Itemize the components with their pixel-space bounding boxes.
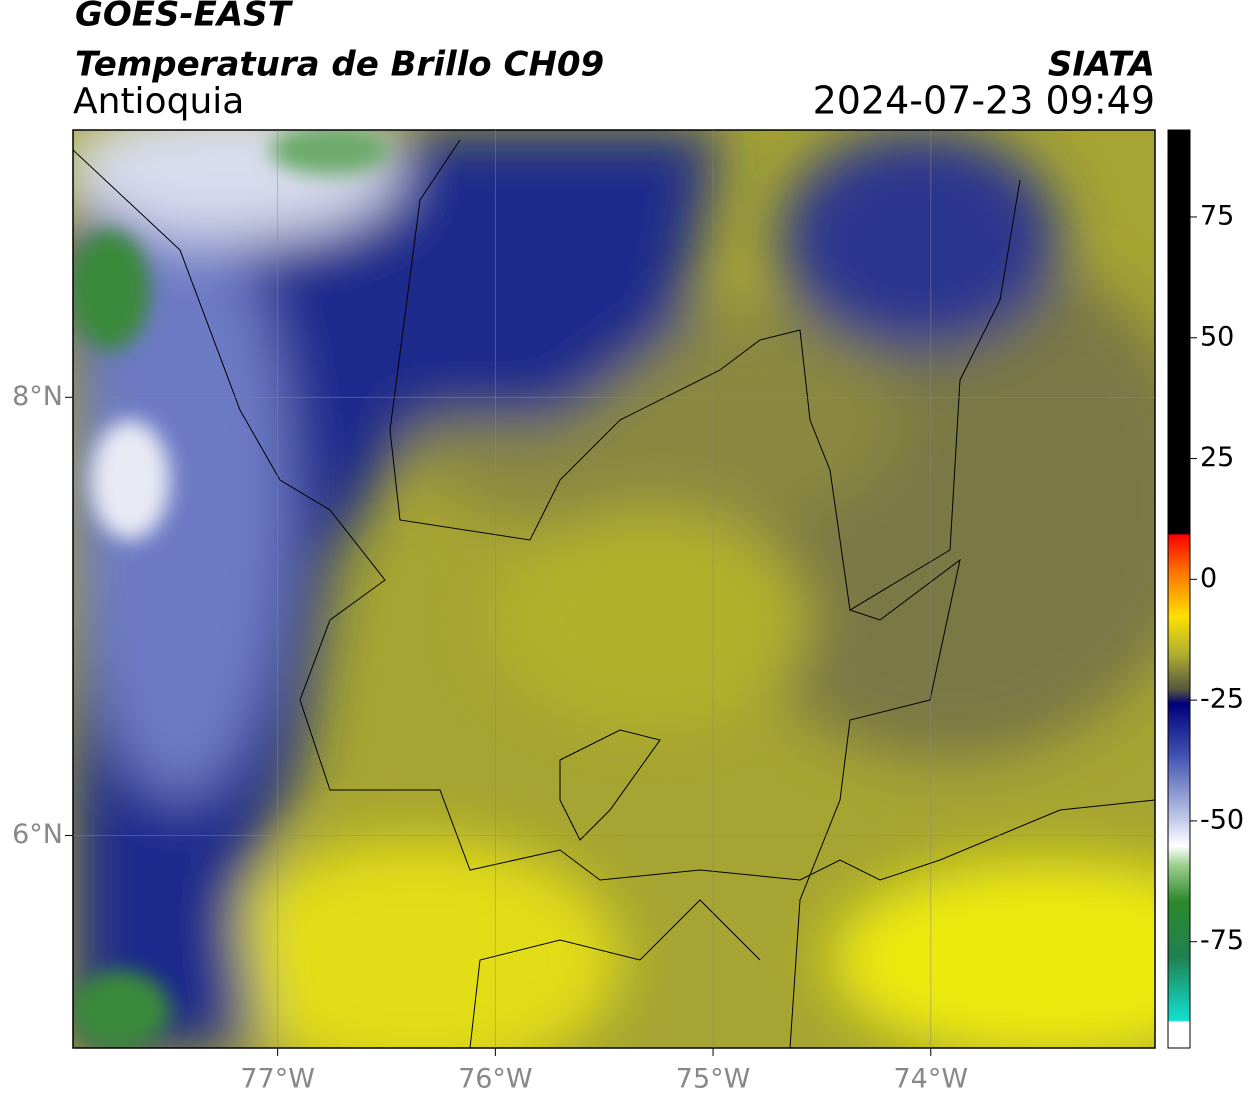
colorbar-tick-label: -25 [1200, 684, 1244, 715]
colorbar-tick-label: 50 [1200, 321, 1234, 352]
lat-tick-label: 6°N [12, 819, 63, 850]
title: GOES-EAST [75, 0, 294, 35]
datetime: 2024-07-23 09:49 [813, 79, 1155, 123]
lon-tick-label: 74°W [893, 1064, 968, 1095]
region: Antioquia [73, 81, 244, 122]
lon-tick-label: 75°W [676, 1064, 751, 1095]
colorbar-tick-label: 75 [1200, 200, 1234, 231]
lon-tick-label: 76°W [458, 1064, 533, 1095]
colorbar [1167, 129, 1191, 1049]
colorbar-tick-label: -75 [1200, 925, 1244, 956]
colorbar-tick-label: 25 [1200, 442, 1234, 473]
colorbar-tick-label: 0 [1200, 563, 1217, 594]
lon-tick-label: 77°W [240, 1064, 315, 1095]
colorbar-tick-label: -50 [1200, 804, 1244, 835]
lat-tick-label: 8°N [12, 381, 63, 412]
subtitle: Temperatura de Brillo CH09 [75, 45, 604, 85]
map-frame [72, 129, 1156, 1049]
source: SIATA [1048, 45, 1155, 85]
imagery [73, 130, 1155, 1048]
